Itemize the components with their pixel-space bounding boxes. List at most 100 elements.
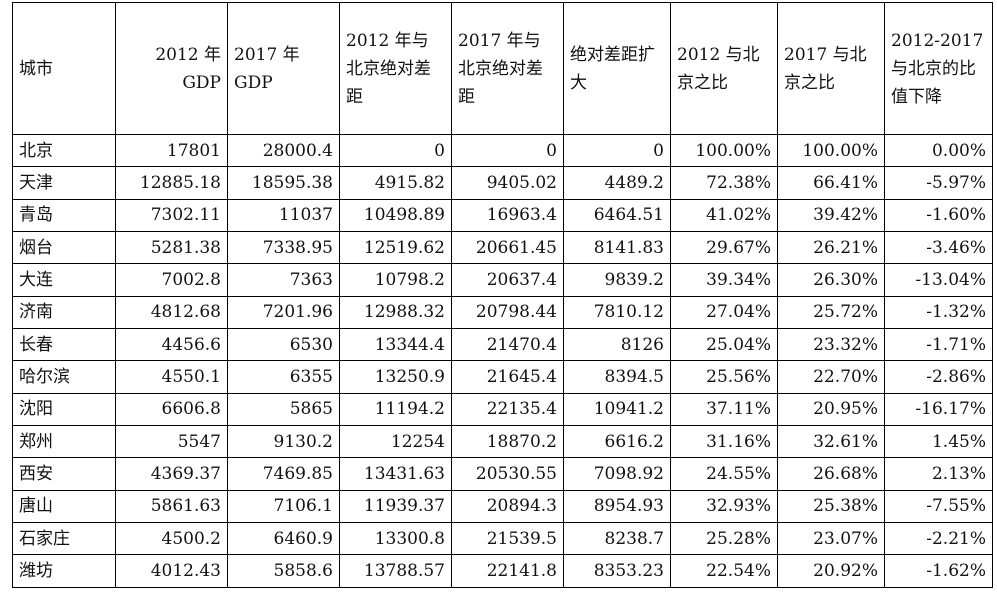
cell-gap-increase: 7810.12 <box>563 295 671 330</box>
cell-ratio-decline: -1.62% <box>884 554 993 588</box>
cell-gap-increase: 8353.23 <box>563 554 671 588</box>
cell-ratio-2012: 72.38% <box>670 166 778 200</box>
table-row: 沈阳 6606.8 5865 11194.2 22135.4 10941.2 37.11% 2… <box>12 392 993 427</box>
cell-gap-increase: 8394.5 <box>563 360 671 394</box>
cell-ratio-2012: 27.04% <box>670 295 778 330</box>
cell-ratio-2012: 39.34% <box>670 263 778 297</box>
cell-ratio-2012: 25.56% <box>670 360 778 394</box>
cell-gap-increase: 8238.7 <box>563 522 671 556</box>
table-row: 唐山 5861.63 7106.1 11939.37 20894.3 8954.93 32.… <box>12 489 993 524</box>
cell-gap-2017: 20637.4 <box>451 263 564 297</box>
cell-ratio-2017: 23.32% <box>777 328 885 362</box>
cell-ratio-decline: -7.55% <box>884 489 993 524</box>
header-gap-increase: 绝对差距扩大 <box>563 2 671 135</box>
cell-city: 石家庄 <box>12 522 116 556</box>
gdp-comparison-table: 城市 2012 年 GDP 2017 年 GDP 2012 年与北京绝对差距 2… <box>12 2 993 588</box>
cell-gap-increase: 10941.2 <box>563 392 671 427</box>
cell-gdp-2012: 7002.8 <box>115 263 228 297</box>
cell-city: 天津 <box>12 166 116 200</box>
cell-ratio-2017: 66.41% <box>777 166 885 200</box>
table-row: 哈尔滨 4550.1 6355 13250.9 21645.4 8394.5 25.56% 2… <box>12 360 993 394</box>
header-city: 城市 <box>12 2 116 135</box>
cell-gap-2012: 12519.62 <box>339 231 452 265</box>
cell-ratio-2017: 39.42% <box>777 198 885 233</box>
header-row: 城市 2012 年 GDP 2017 年 GDP 2012 年与北京绝对差距 2… <box>12 2 993 135</box>
cell-gap-2012: 10798.2 <box>339 263 452 297</box>
table-row: 青岛 7302.11 11037 10498.89 16963.4 6464.51 41.0… <box>12 198 993 233</box>
cell-gdp-2017: 28000.4 <box>227 133 340 168</box>
cell-gdp-2017: 18595.38 <box>227 166 340 200</box>
cell-gap-2017: 22141.8 <box>451 554 564 588</box>
cell-ratio-2012: 100.00% <box>670 133 778 168</box>
cell-gdp-2012: 5281.38 <box>115 231 228 265</box>
cell-ratio-2012: 25.28% <box>670 522 778 556</box>
cell-gdp-2012: 4369.37 <box>115 457 228 491</box>
cell-gdp-2017: 6355 <box>227 360 340 394</box>
cell-ratio-2012: 37.11% <box>670 392 778 427</box>
cell-gap-2012: 13344.4 <box>339 328 452 362</box>
cell-city: 哈尔滨 <box>12 360 116 394</box>
cell-gdp-2012: 4456.6 <box>115 328 228 362</box>
table-row: 石家庄 4500.2 6460.9 13300.8 21539.5 8238.7 25.28… <box>12 522 993 556</box>
table-row: 西安 4369.37 7469.85 13431.63 20530.55 7098.92 2… <box>12 457 993 491</box>
cell-ratio-2017: 25.72% <box>777 295 885 330</box>
cell-gdp-2012: 17801 <box>115 133 228 168</box>
cell-city: 济南 <box>12 295 116 330</box>
cell-gap-increase: 8954.93 <box>563 489 671 524</box>
cell-ratio-2017: 26.21% <box>777 231 885 265</box>
table-row: 大连 7002.8 7363 10798.2 20637.4 9839.2 39.34% 26… <box>12 263 993 297</box>
cell-gap-2017: 20798.44 <box>451 295 564 330</box>
cell-gdp-2012: 4550.1 <box>115 360 228 394</box>
cell-ratio-decline: 2.13% <box>884 457 993 491</box>
table-body: 北京 17801 28000.4 0 0 0 100.00% 100.00% 0.00% 天津 12… <box>12 133 993 588</box>
cell-gap-increase: 6616.2 <box>563 425 671 459</box>
cell-gap-increase: 6464.51 <box>563 198 671 233</box>
cell-city: 唐山 <box>12 489 116 524</box>
cell-ratio-decline: -1.60% <box>884 198 993 233</box>
cell-gdp-2017: 7363 <box>227 263 340 297</box>
cell-gdp-2012: 4500.2 <box>115 522 228 556</box>
cell-gap-2012: 11194.2 <box>339 392 452 427</box>
cell-gap-2017: 20661.45 <box>451 231 564 265</box>
cell-gap-2017: 22135.4 <box>451 392 564 427</box>
cell-gap-2017: 21470.4 <box>451 328 564 362</box>
cell-gap-2012: 13250.9 <box>339 360 452 394</box>
cell-gap-increase: 7098.92 <box>563 457 671 491</box>
cell-gdp-2017: 5858.6 <box>227 554 340 588</box>
cell-gap-2012: 13788.57 <box>339 554 452 588</box>
cell-gap-2012: 11939.37 <box>339 489 452 524</box>
header-gap-2012: 2012 年与北京绝对差距 <box>339 2 452 135</box>
cell-gdp-2017: 6530 <box>227 328 340 362</box>
cell-ratio-decline: -5.97% <box>884 166 993 200</box>
cell-gdp-2012: 4812.68 <box>115 295 228 330</box>
cell-gap-2017: 20530.55 <box>451 457 564 491</box>
table-row: 济南 4812.68 7201.96 12988.32 20798.44 7810.12 2… <box>12 295 993 330</box>
cell-ratio-2017: 20.92% <box>777 554 885 588</box>
cell-ratio-2012: 25.04% <box>670 328 778 362</box>
cell-ratio-2017: 23.07% <box>777 522 885 556</box>
table-row: 潍坊 4012.43 5858.6 13788.57 22141.8 8353.23 22.… <box>12 554 993 588</box>
cell-gap-2017: 9405.02 <box>451 166 564 200</box>
cell-gap-2017: 21645.4 <box>451 360 564 394</box>
cell-ratio-decline: -1.32% <box>884 295 993 330</box>
cell-gap-increase: 0 <box>563 133 671 168</box>
cell-ratio-2012: 29.67% <box>670 231 778 265</box>
cell-gap-increase: 8126 <box>563 328 671 362</box>
cell-ratio-decline: -3.46% <box>884 231 993 265</box>
header-gdp-2017: 2017 年 GDP <box>227 2 340 135</box>
cell-gdp-2017: 11037 <box>227 198 340 233</box>
cell-ratio-decline: -16.17% <box>884 392 993 427</box>
cell-gap-increase: 8141.83 <box>563 231 671 265</box>
cell-gap-2017: 0 <box>451 133 564 168</box>
header-gap-2017: 2017 年与北京绝对差距 <box>451 2 564 135</box>
cell-gdp-2012: 4012.43 <box>115 554 228 588</box>
cell-gdp-2012: 5861.63 <box>115 489 228 524</box>
cell-gap-2012: 10498.89 <box>339 198 452 233</box>
cell-gap-2012: 13300.8 <box>339 522 452 556</box>
cell-city: 北京 <box>12 133 116 168</box>
cell-ratio-2012: 31.16% <box>670 425 778 459</box>
cell-ratio-2012: 32.93% <box>670 489 778 524</box>
cell-gdp-2017: 9130.2 <box>227 425 340 459</box>
cell-gdp-2017: 7201.96 <box>227 295 340 330</box>
cell-gap-2017: 21539.5 <box>451 522 564 556</box>
